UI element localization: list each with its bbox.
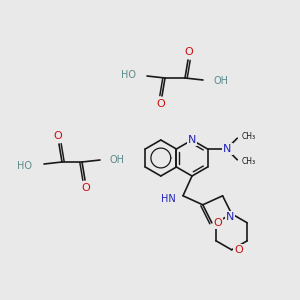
Text: N: N — [225, 212, 234, 222]
Text: N: N — [188, 135, 196, 145]
Text: HO: HO — [17, 161, 32, 171]
Text: HO: HO — [121, 70, 136, 80]
Text: OH: OH — [213, 76, 228, 86]
Text: O: O — [54, 131, 62, 141]
Text: HN: HN — [161, 194, 176, 204]
Text: O: O — [157, 99, 165, 109]
Text: OH: OH — [110, 155, 125, 165]
Text: O: O — [82, 183, 90, 193]
Text: O: O — [213, 218, 222, 228]
Text: CH₃: CH₃ — [241, 157, 255, 166]
Text: CH₃: CH₃ — [241, 132, 255, 141]
Text: O: O — [234, 245, 243, 255]
Text: N: N — [223, 144, 232, 154]
Text: O: O — [184, 47, 194, 57]
